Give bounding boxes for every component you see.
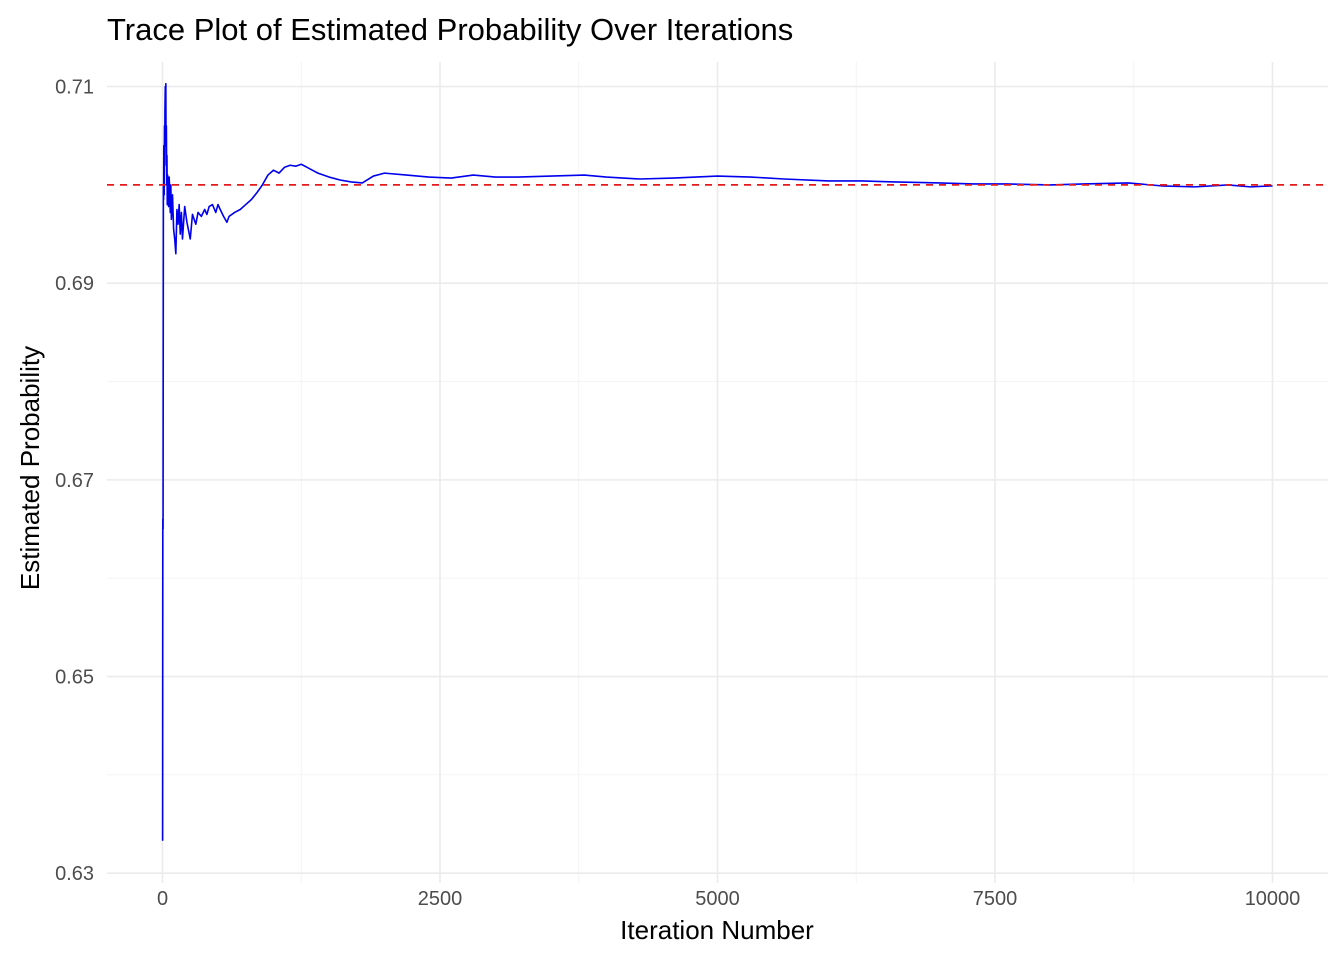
x-tick-label: 5000 — [695, 888, 740, 910]
y-axis-title: Estimated Probability — [15, 346, 45, 590]
y-tick-label: 0.67 — [55, 470, 94, 492]
x-tick-label: 0 — [157, 888, 168, 910]
x-tick-label: 10000 — [1245, 888, 1301, 910]
x-tick-label: 7500 — [973, 888, 1018, 910]
series-line — [161, 82, 1273, 841]
series-layer — [161, 82, 1273, 841]
y-tick-label: 0.69 — [55, 273, 94, 295]
x-axis-ticks: 0 2500 5000 7500 10000 — [157, 888, 1300, 910]
y-axis-ticks: 0.63 0.65 0.67 0.69 0.71 — [55, 77, 94, 886]
y-tick-label: 0.65 — [55, 667, 94, 689]
y-tick-label: 0.71 — [55, 77, 94, 99]
y-tick-label: 0.63 — [55, 863, 94, 885]
x-axis-title: Iteration Number — [620, 915, 814, 945]
x-tick-label: 2500 — [418, 888, 463, 910]
major-gridlines — [107, 62, 1328, 883]
chart-title: Trace Plot of Estimated Probability Over… — [107, 12, 793, 47]
